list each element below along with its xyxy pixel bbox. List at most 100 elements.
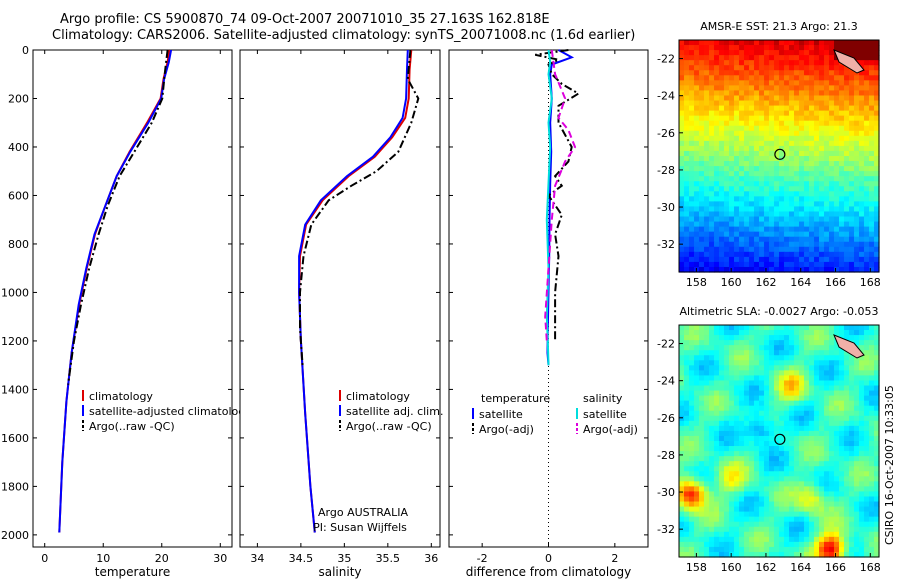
map-cell bbox=[834, 226, 840, 233]
map-cell bbox=[809, 441, 815, 447]
map-cell bbox=[854, 415, 860, 422]
map-cell bbox=[784, 241, 790, 248]
map-cell bbox=[704, 150, 710, 157]
map-cell bbox=[729, 491, 735, 498]
map-cell bbox=[739, 451, 745, 457]
map-cell bbox=[769, 456, 775, 462]
map-cell bbox=[839, 461, 845, 467]
map-cell bbox=[809, 536, 815, 543]
map-cell bbox=[809, 370, 815, 377]
map-cell bbox=[734, 231, 740, 238]
map-cell bbox=[869, 380, 875, 387]
map-cell bbox=[779, 430, 785, 437]
map-cell bbox=[709, 216, 715, 223]
map-cell bbox=[679, 380, 685, 387]
map-cell bbox=[714, 546, 720, 553]
map-cell bbox=[874, 110, 880, 117]
map-cell bbox=[874, 231, 880, 238]
map-cell bbox=[779, 501, 785, 508]
map-cell bbox=[809, 375, 815, 382]
map-cell bbox=[724, 395, 730, 402]
map-cell bbox=[684, 166, 690, 172]
map-cell bbox=[694, 491, 700, 498]
map-cell bbox=[874, 350, 880, 356]
map-cell bbox=[874, 80, 880, 86]
map-cell bbox=[694, 330, 700, 336]
map-cell bbox=[724, 216, 730, 223]
map-cell bbox=[704, 491, 710, 498]
map-cell bbox=[794, 130, 800, 137]
map-cell bbox=[824, 390, 830, 397]
map-cell bbox=[844, 191, 850, 197]
temperature-panel: 0 10 20 30020040060080010001200140016001800… bbox=[1, 44, 252, 579]
map-cell bbox=[834, 506, 840, 513]
map-cell bbox=[829, 340, 835, 346]
map-cell bbox=[854, 541, 860, 548]
map-cell bbox=[744, 256, 750, 263]
map-cell bbox=[814, 441, 820, 447]
map-cell bbox=[829, 221, 835, 228]
map-cell bbox=[749, 385, 755, 392]
map-cell bbox=[744, 150, 750, 157]
map-cell bbox=[699, 395, 705, 402]
map-cell bbox=[694, 110, 700, 117]
map-cell bbox=[749, 365, 755, 371]
map-cell bbox=[799, 256, 805, 263]
map-cell bbox=[754, 511, 760, 518]
map-cell bbox=[799, 340, 805, 346]
map-cell bbox=[739, 370, 745, 377]
map-cell bbox=[749, 85, 755, 92]
map-cell bbox=[759, 355, 765, 361]
map-cell bbox=[844, 360, 850, 366]
map-cell bbox=[679, 211, 685, 218]
map-cell bbox=[834, 395, 840, 402]
map-cell bbox=[759, 196, 765, 202]
map-cell bbox=[794, 161, 800, 167]
map-cell bbox=[699, 531, 705, 538]
map-cell bbox=[764, 216, 770, 223]
map-cell bbox=[864, 95, 870, 102]
map-cell bbox=[689, 65, 695, 71]
map-cell bbox=[784, 251, 790, 258]
map-cell bbox=[854, 150, 860, 157]
map-cell bbox=[834, 521, 840, 528]
map-cell bbox=[809, 511, 815, 518]
map-cell bbox=[809, 90, 815, 97]
map-cell bbox=[694, 171, 700, 177]
map-cell bbox=[859, 156, 865, 162]
map-x-tick-label: 166 bbox=[825, 276, 846, 289]
map-cell bbox=[739, 221, 745, 228]
map-cell bbox=[849, 476, 855, 482]
map-cell bbox=[729, 130, 735, 137]
map-cell bbox=[769, 506, 775, 513]
map-cell bbox=[794, 536, 800, 543]
map-cell bbox=[694, 390, 700, 397]
map-cell bbox=[874, 206, 880, 213]
salinity-axes-frame bbox=[239, 49, 441, 548]
map-cell bbox=[844, 325, 850, 331]
map-cell bbox=[794, 370, 800, 377]
map-cell bbox=[839, 211, 845, 218]
map-cell bbox=[689, 251, 695, 258]
map-cell bbox=[834, 531, 840, 538]
map-cell bbox=[869, 491, 875, 498]
map-cell bbox=[814, 526, 820, 533]
map-cell bbox=[844, 501, 850, 508]
map-cell bbox=[729, 451, 735, 457]
map-cell bbox=[829, 370, 835, 377]
map-cell bbox=[869, 176, 875, 182]
map-cell bbox=[759, 350, 765, 356]
map-cell bbox=[739, 526, 745, 533]
map-cell bbox=[694, 55, 700, 61]
map-cell bbox=[729, 375, 735, 382]
map-cell bbox=[824, 521, 830, 528]
map-cell bbox=[839, 511, 845, 518]
map-cell bbox=[819, 206, 825, 213]
map-cell bbox=[749, 60, 755, 66]
map-cell bbox=[754, 365, 760, 371]
map-cell bbox=[814, 206, 820, 213]
map-cell bbox=[749, 161, 755, 167]
map-cell bbox=[764, 181, 770, 187]
map-cell bbox=[699, 176, 705, 182]
map-cell bbox=[824, 85, 830, 92]
